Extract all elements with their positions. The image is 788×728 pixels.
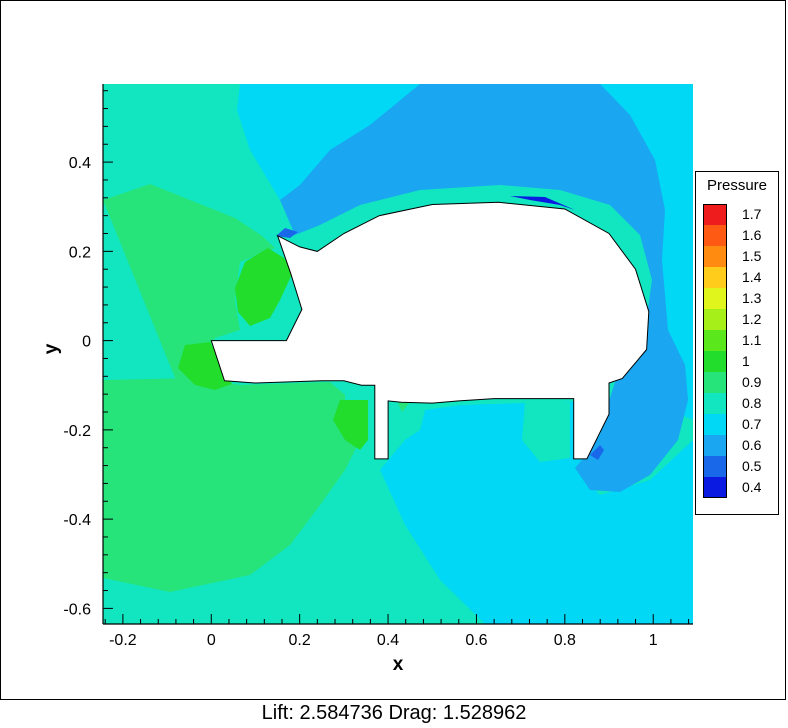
x-tick-label: -0.2	[109, 632, 137, 649]
legend-label: 1.5	[742, 248, 762, 264]
legend-swatch	[703, 477, 727, 498]
legend-label: 0.5	[742, 458, 762, 474]
legend-swatch	[703, 435, 727, 456]
contour-region-0-6-band	[280, 84, 688, 492]
legend-swatch	[703, 393, 727, 414]
legend-swatch	[703, 246, 727, 267]
contour-region-1-under-snout	[178, 342, 232, 390]
contour-region-0-5-tail	[590, 445, 604, 460]
contour-region-0-5-ear	[276, 228, 298, 238]
contour-plot: -0.2 0 0.2 0.4 0.6 0.8 1 0.4 0.2 0 -0.2 -0.4 -0.6 x…	[41, 84, 693, 675]
y-tick-label: -0.4	[63, 512, 91, 529]
legend-label: 1.4	[742, 269, 762, 285]
contour-region-0-9-lower-left	[103, 378, 360, 592]
contour-region-1-front-leg	[333, 400, 368, 450]
lift-drag-annotation: Lift: 2.584736 Drag: 1.528962	[261, 702, 527, 724]
x-tick-label: 0	[207, 632, 216, 649]
pig-body-outline	[210, 201, 650, 460]
legend-swatch	[703, 267, 727, 288]
contour-region-0-4-back	[510, 196, 575, 210]
y-tick-label: -0.6	[63, 601, 91, 618]
legend-label: 1	[742, 353, 750, 369]
legend-swatch	[703, 225, 727, 246]
legend-label: 1.2	[742, 311, 762, 327]
legend-swatch	[703, 414, 727, 435]
legend-label: 0.6	[742, 437, 762, 453]
legend-label: 0.4	[742, 479, 762, 495]
contour-region-0-8-between-legs	[522, 402, 570, 462]
x-tick-label: 0.2	[289, 632, 311, 649]
contour-region-0-7-lower	[380, 400, 693, 624]
x-tick-label: 0.4	[377, 632, 399, 649]
legend-swatch	[703, 309, 727, 330]
legend-swatch	[703, 456, 727, 477]
legend-swatch	[703, 330, 727, 351]
legend-swatch	[703, 372, 727, 393]
x-tick-label: 1	[649, 632, 658, 649]
legend-label: 1.1	[742, 332, 762, 348]
legend-label: 0.7	[742, 416, 762, 432]
contour-region-1-near-snout	[235, 248, 293, 326]
y-axis-ticks	[103, 90, 113, 609]
legend-title: Pressure	[706, 177, 768, 194]
y-axis-title: y	[41, 343, 62, 354]
x-tick-label: 0.8	[554, 632, 576, 649]
legend-swatch	[703, 204, 727, 225]
legend-label: 1.3	[742, 290, 762, 306]
legend-label: 1.7	[742, 206, 762, 222]
legend-label: 0.9	[742, 374, 762, 390]
y-tick-label: 0.2	[69, 244, 91, 261]
x-axis-tick-labels: -0.2 0 0.2 0.4 0.6 0.8 1	[109, 632, 658, 649]
x-tick-label: 0.6	[465, 632, 487, 649]
legend-swatch	[703, 351, 727, 372]
x-axis-title: x	[393, 654, 404, 675]
legend-label: 1.6	[742, 227, 762, 243]
contour-region-0-8-lower-left	[355, 470, 485, 624]
contour-region-0-8-leg	[398, 402, 410, 412]
y-tick-label: 0.4	[69, 155, 91, 172]
figure-frame	[0, 0, 786, 700]
y-tick-label: -0.2	[63, 423, 91, 440]
legend-swatch	[703, 288, 727, 309]
contour-region-0-9-upper-left	[103, 184, 275, 390]
y-axis-tick-labels: 0.4 0.2 0 -0.2 -0.4 -0.6	[63, 155, 91, 618]
y-tick-label: 0	[82, 334, 91, 351]
x-axis-ticks	[104, 614, 690, 624]
legend-label: 0.8	[742, 395, 762, 411]
pressure-legend: Pressure 1.7 1.6 1.5 1.4 1.3 1.2 1.1 1 0.9 0.8 0.7…	[695, 171, 779, 515]
